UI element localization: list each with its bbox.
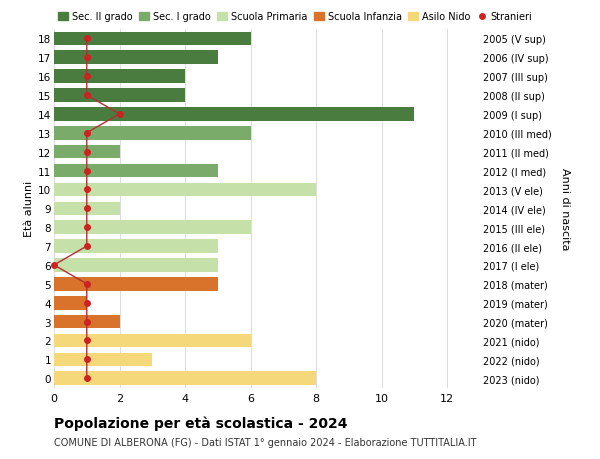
Point <box>82 280 92 288</box>
Point <box>82 36 92 43</box>
Point <box>82 149 92 156</box>
Bar <box>54 315 119 329</box>
Point <box>82 299 92 307</box>
Point <box>82 375 92 382</box>
Point <box>82 337 92 344</box>
Bar <box>54 146 119 159</box>
Bar <box>54 221 251 235</box>
Bar <box>54 51 218 65</box>
Bar <box>54 240 218 253</box>
Text: Popolazione per età scolastica - 2024: Popolazione per età scolastica - 2024 <box>54 415 347 430</box>
Y-axis label: Età alunni: Età alunni <box>24 181 34 237</box>
Bar <box>54 353 152 366</box>
Point <box>82 205 92 213</box>
Point <box>82 168 92 175</box>
Bar <box>54 296 87 310</box>
Point <box>82 224 92 231</box>
Bar <box>54 70 185 84</box>
Point <box>49 262 59 269</box>
Point <box>82 356 92 363</box>
Point <box>82 243 92 250</box>
Point <box>82 186 92 194</box>
Bar <box>54 108 415 122</box>
Bar <box>54 202 119 216</box>
Bar <box>54 33 251 46</box>
Bar <box>54 183 316 197</box>
Point <box>82 130 92 137</box>
Point <box>82 92 92 100</box>
Legend: Sec. II grado, Sec. I grado, Scuola Primaria, Scuola Infanzia, Asilo Nido, Stran: Sec. II grado, Sec. I grado, Scuola Prim… <box>54 9 536 26</box>
Point <box>82 55 92 62</box>
Bar <box>54 372 316 385</box>
Y-axis label: Anni di nascita: Anni di nascita <box>560 168 570 250</box>
Point <box>82 318 92 325</box>
Bar <box>54 127 251 140</box>
Bar <box>54 89 185 102</box>
Bar <box>54 164 218 178</box>
Bar <box>54 277 218 291</box>
Bar <box>54 334 251 347</box>
Text: COMUNE DI ALBERONA (FG) - Dati ISTAT 1° gennaio 2024 - Elaborazione TUTTITALIA.I: COMUNE DI ALBERONA (FG) - Dati ISTAT 1° … <box>54 437 476 447</box>
Point <box>115 111 124 118</box>
Point <box>82 73 92 81</box>
Bar <box>54 258 218 272</box>
